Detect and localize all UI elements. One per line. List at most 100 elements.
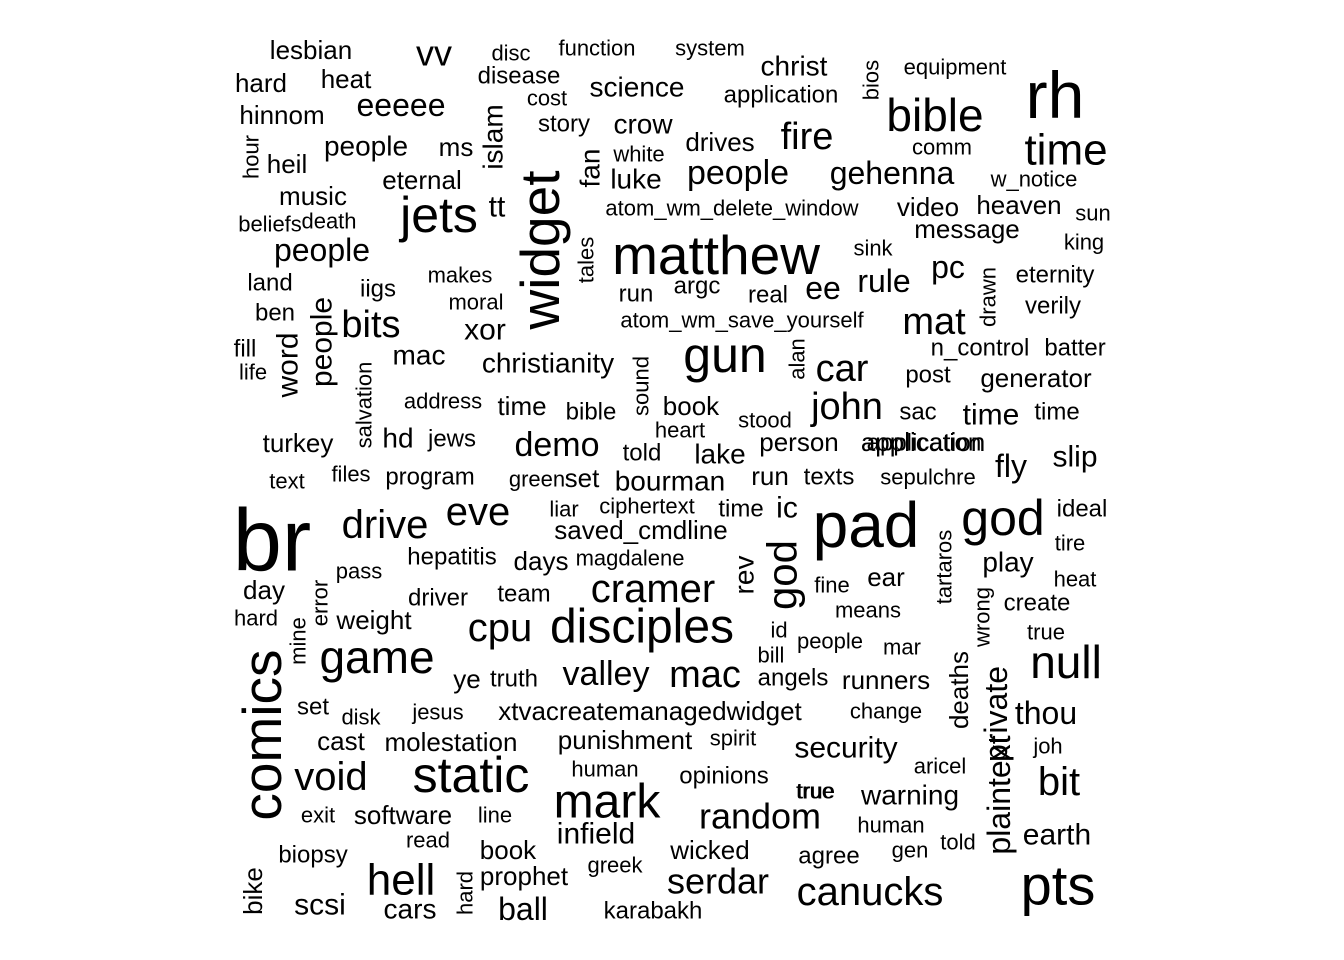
word-set: set	[565, 463, 600, 493]
word-ball: ball	[498, 891, 548, 927]
word-truth: truth	[490, 666, 538, 693]
word-play: play	[982, 547, 1033, 578]
word-ideal: ideal	[1057, 496, 1108, 523]
word-prophet: prophet	[480, 861, 569, 891]
word-bill: bill	[758, 643, 785, 668]
word-hd: hd	[382, 423, 413, 454]
word-book: book	[663, 391, 720, 421]
word-fly: fly	[995, 448, 1027, 484]
word-private: private	[978, 666, 1014, 762]
word-pass: pass	[336, 559, 382, 584]
word-xor: xor	[464, 314, 506, 347]
word-bit: bit	[1038, 760, 1080, 804]
word-ee: ee	[805, 270, 841, 306]
word-crow: crow	[613, 109, 673, 140]
word-earth: earth	[1023, 819, 1091, 852]
word-atom-wm-delete-window: atom_wm_delete_window	[605, 196, 858, 221]
word-null: null	[1030, 636, 1102, 688]
word-void: void	[294, 755, 367, 799]
word-run: run	[619, 281, 654, 308]
word-comics: comics	[231, 649, 293, 820]
word-beliefs: beliefs	[238, 212, 302, 237]
word-mat: mat	[902, 301, 966, 343]
word-time: time	[963, 399, 1020, 432]
word-lake: lake	[694, 439, 745, 470]
word-joh: joh	[1032, 734, 1062, 759]
word-cpu: cpu	[468, 606, 533, 650]
word-error: error	[308, 580, 333, 626]
word-video: video	[897, 192, 959, 222]
word-random: random	[699, 796, 821, 837]
word-vv: vv	[416, 33, 452, 74]
word-ic: ic	[776, 492, 798, 525]
word-application: application	[867, 430, 982, 457]
word-disk: disk	[341, 705, 381, 730]
word-texts: texts	[804, 464, 855, 491]
word-music: music	[279, 181, 347, 211]
word-ben: ben	[255, 300, 295, 327]
word-widget: widget	[509, 171, 571, 331]
word-ear: ear	[867, 562, 905, 592]
word-karabakh: karabakh	[604, 898, 703, 925]
word-game: game	[319, 631, 434, 683]
word-n-control: n_control	[931, 335, 1030, 362]
word-hour: hour	[239, 135, 264, 179]
word-time: time	[718, 496, 763, 523]
word-cramer: cramer	[591, 567, 715, 611]
word-time: time	[497, 391, 546, 421]
word-eternal: eternal	[382, 165, 462, 195]
word-death: death	[301, 209, 356, 234]
word-people: people	[306, 297, 339, 387]
word-equipment: equipment	[904, 55, 1007, 80]
word-xtvacreatemanagedwidget: xtvacreatemanagedwidget	[498, 696, 802, 726]
word-application: application	[861, 427, 985, 457]
word-fill: fill	[234, 336, 257, 363]
word-time: time	[1034, 399, 1079, 426]
word-wicked: wicked	[669, 835, 749, 865]
word-iigs: iigs	[360, 276, 396, 303]
word-disciples: disciples	[550, 601, 734, 654]
word-hard: hard	[234, 606, 278, 631]
word-static: static	[413, 747, 530, 803]
word-people: people	[687, 154, 789, 192]
word-serdar: serdar	[667, 861, 769, 902]
word-book: book	[480, 835, 537, 865]
word-id: id	[770, 618, 787, 643]
word-tales: tales	[574, 237, 599, 283]
word-text: text	[269, 469, 304, 494]
word-wrong: wrong	[970, 587, 995, 648]
word-real: real	[748, 282, 788, 309]
word-people: people	[797, 629, 863, 654]
word-w-notice: w_notice	[990, 167, 1078, 192]
word-opinions: opinions	[679, 763, 768, 790]
word-batter: batter	[1044, 335, 1105, 362]
word-means: means	[835, 598, 901, 623]
word-tire: tire	[1055, 531, 1086, 556]
word-hinnom: hinnom	[239, 100, 324, 130]
word-bios: bios	[859, 60, 884, 100]
word-driver: driver	[408, 585, 468, 612]
word-eve: eve	[446, 490, 511, 534]
word-lesbian: lesbian	[270, 35, 352, 65]
word-mac: mac	[669, 654, 741, 696]
word-generator: generator	[980, 363, 1092, 393]
word-line: line	[478, 803, 512, 828]
word-spirit: spirit	[710, 726, 756, 751]
word-sink: sink	[853, 236, 893, 261]
word-moral: moral	[448, 290, 503, 315]
word-tartaros: tartaros	[932, 530, 957, 605]
word-sac: sac	[899, 399, 936, 426]
word-word: word	[272, 332, 305, 398]
word-bible: bible	[566, 399, 617, 426]
word-mac: mac	[393, 340, 446, 371]
word-people: people	[324, 131, 408, 162]
word-car: car	[816, 348, 869, 390]
word-argc: argc	[674, 273, 721, 300]
word-sound: sound	[629, 356, 654, 416]
word-fan: fan	[575, 149, 606, 188]
word-br: br	[233, 491, 311, 590]
word-god: god	[759, 540, 806, 610]
word-set: set	[297, 694, 329, 721]
word-post: post	[905, 362, 951, 389]
word-exit: exit	[301, 803, 335, 828]
